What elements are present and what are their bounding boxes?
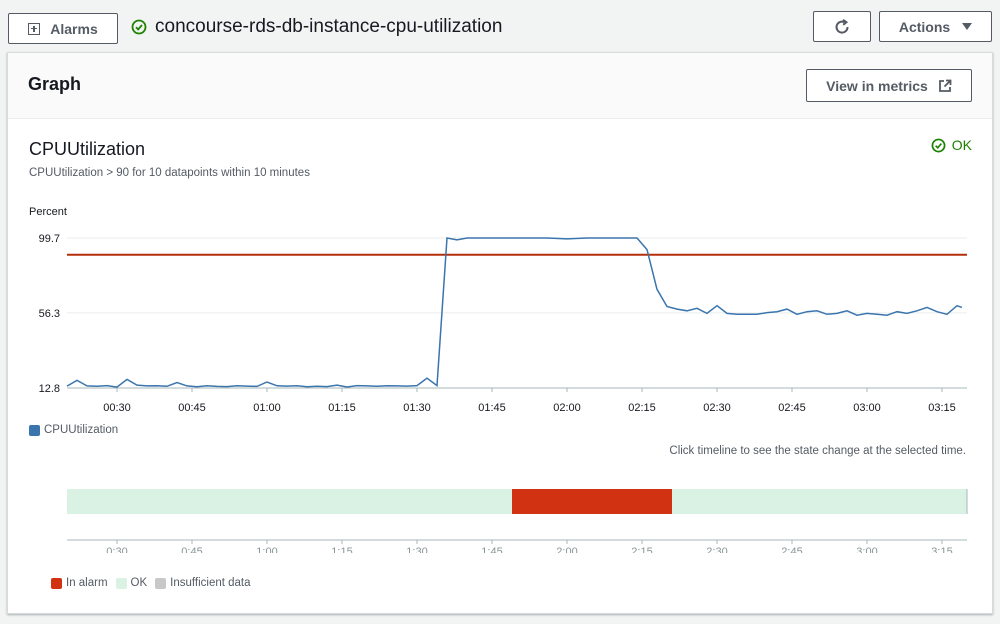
legend-label-in-alarm: In alarm bbox=[66, 577, 108, 589]
alarm-name: concourse-rds-db-instance-cpu-utilizatio… bbox=[155, 16, 503, 37]
legend-swatch-insufficient bbox=[155, 577, 167, 589]
legend-label-ok: OK bbox=[130, 577, 148, 589]
ok-status-icon bbox=[131, 19, 147, 35]
cpu-line-chart[interactable]: 12.8 56.3 99.7 00:30 00:45 01:00 01:15 01:30 01:… bbox=[8, 53, 992, 553]
expand-icon bbox=[28, 22, 41, 35]
caret-down-icon bbox=[962, 23, 973, 30]
timeline-tick-label: 1:15 bbox=[331, 546, 352, 553]
x-tick-label: 03:00 bbox=[853, 402, 881, 414]
timeline-tick-label: 1:45 bbox=[481, 546, 502, 553]
actions-button[interactable]: Actions bbox=[879, 11, 992, 42]
refresh-icon bbox=[835, 18, 849, 34]
legend-label-insufficient: Insufficient data bbox=[170, 577, 251, 589]
view-in-metrics-button[interactable]: View in metrics bbox=[806, 69, 972, 102]
x-tick-label: 03:15 bbox=[928, 402, 956, 414]
cpuutilization-series-line bbox=[66, 237, 963, 388]
timeline-tick-label: 2:15 bbox=[631, 546, 652, 553]
timeline-hint: Click timeline to see the state change a… bbox=[669, 445, 966, 457]
x-tick-label: 00:30 bbox=[103, 402, 131, 414]
x-tick-label: 01:15 bbox=[328, 402, 356, 414]
x-tick-label: 02:30 bbox=[703, 402, 731, 414]
chart-title: CPUUtilization bbox=[29, 139, 146, 159]
legend-swatch-ok bbox=[115, 577, 127, 589]
timeline-tick-label: 2:45 bbox=[781, 546, 802, 553]
legend-swatch-cpuutilization bbox=[29, 424, 40, 436]
legend-item-ok: OK bbox=[115, 577, 148, 589]
alarm-title: concourse-rds-db-instance-cpu-utilizatio… bbox=[131, 14, 502, 40]
y-tick-label: 99.7 bbox=[39, 233, 60, 245]
panel-header: Graph View in metrics bbox=[8, 53, 992, 119]
y-tick-label: 12.8 bbox=[39, 383, 60, 395]
graph-panel: Graph View in metrics CPUUtilization CPU… bbox=[7, 52, 993, 614]
alarm-state-label: OK bbox=[951, 137, 972, 153]
alarms-button-label: Alarms bbox=[50, 20, 98, 37]
timeline-segment-ok[interactable] bbox=[67, 489, 512, 514]
timeline-tick-label: 2:30 bbox=[706, 546, 727, 553]
refresh-button[interactable] bbox=[813, 11, 871, 42]
timeline-tick-label: 3:00 bbox=[856, 546, 877, 553]
actions-button-label: Actions bbox=[898, 18, 951, 35]
x-tick-label: 02:15 bbox=[628, 402, 656, 414]
x-tick-label: 01:00 bbox=[253, 402, 281, 414]
timeline-tick-label: 2:00 bbox=[556, 546, 577, 553]
legend-swatch-in-alarm bbox=[51, 577, 62, 589]
timeline-tick-label: 3:15 bbox=[931, 546, 952, 553]
external-link-icon bbox=[938, 79, 952, 92]
ok-status-icon bbox=[931, 138, 946, 152]
timeline-legend: In alarm OK Insufficient data bbox=[51, 577, 259, 589]
x-tick-label: 00:45 bbox=[178, 402, 206, 414]
timeline-segment-alarm[interactable] bbox=[512, 489, 672, 514]
view-in-metrics-label: View in metrics bbox=[826, 77, 928, 94]
alarms-button[interactable]: Alarms bbox=[8, 13, 118, 44]
x-tick-label: 02:00 bbox=[553, 402, 581, 414]
timeline-tick-label: 0:30 bbox=[106, 546, 127, 553]
timeline-tick-label: 1:30 bbox=[406, 546, 427, 553]
top-bar: Alarms concourse-rds-db-instance-cpu-uti… bbox=[0, 0, 1000, 50]
y-axis-label: Percent bbox=[29, 206, 67, 218]
alarm-state: OK bbox=[931, 137, 972, 153]
chart-legend: CPUUtilization bbox=[29, 424, 118, 436]
timeline-tick-label: 0:45 bbox=[181, 546, 202, 553]
x-tick-label: 02:45 bbox=[778, 402, 806, 414]
x-tick-label: 01:30 bbox=[403, 402, 431, 414]
timeline-segment-ok[interactable] bbox=[672, 489, 967, 514]
timeline-tick-label: 1:00 bbox=[256, 546, 277, 553]
legend-item-insufficient: Insufficient data bbox=[155, 577, 251, 589]
legend-item-in-alarm: In alarm bbox=[51, 577, 108, 589]
legend-label-cpuutilization: CPUUtilization bbox=[44, 424, 119, 436]
chart-subtitle: CPUUtilization > 90 for 10 datapoints wi… bbox=[29, 167, 310, 179]
x-tick-label: 01:45 bbox=[478, 402, 506, 414]
panel-title: Graph bbox=[28, 74, 82, 94]
y-tick-label: 56.3 bbox=[39, 308, 60, 320]
